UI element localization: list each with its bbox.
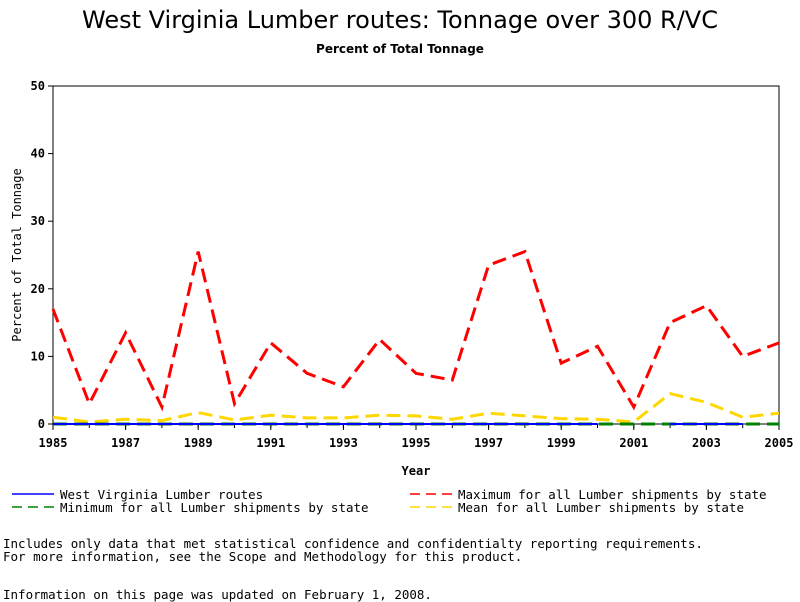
series-line-3 (52, 391, 780, 424)
legend-entry-label: West Virginia Lumber routes (60, 487, 263, 502)
y-tick-label: 10 (31, 349, 45, 363)
x-tick-label: 1995 (402, 436, 431, 450)
legend-entry-label: Mean for all Lumber shipments by state (458, 500, 744, 515)
y-tick-label: 20 (31, 282, 45, 296)
chart-subtitle: Percent of Total Tonnage (316, 42, 484, 56)
y-tick-label: 0 (38, 417, 45, 431)
x-tick-label: 2001 (619, 436, 648, 450)
y-tick-label: 30 (31, 214, 45, 228)
x-tick-label: 2005 (765, 436, 794, 450)
x-tick-label: 1993 (329, 436, 358, 450)
x-tick-label: 1991 (256, 436, 285, 450)
y-tick-label: 40 (31, 147, 45, 161)
x-tick-label: 1985 (39, 436, 68, 450)
legend: West Virginia Lumber routes Maximum for a… (12, 487, 767, 515)
y-axis-label: Percent of Total Tonnage (10, 168, 24, 341)
legend-entry-label: Minimum for all Lumber shipments by stat… (60, 500, 369, 515)
updated-note: Information on this page was updated on … (3, 587, 432, 602)
series-line-1 (51, 249, 780, 412)
footnote-line-2: For more information, see the Scope and … (3, 549, 523, 564)
x-tick-label: 2003 (692, 436, 721, 450)
x-tick-label: 1989 (184, 436, 213, 450)
x-tick-label: 1999 (547, 436, 576, 450)
footnote-line-1: Includes only data that met statistical … (3, 536, 703, 551)
x-tick-label: 1997 (474, 436, 503, 450)
chart-title: West Virginia Lumber routes: Tonnage ove… (82, 6, 718, 34)
y-tick-label: 50 (31, 79, 45, 93)
x-tick-label: 1987 (111, 436, 140, 450)
legend-entry-label: Maximum for all Lumber shipments by stat… (458, 487, 767, 502)
x-axis-label: Year (402, 464, 431, 478)
